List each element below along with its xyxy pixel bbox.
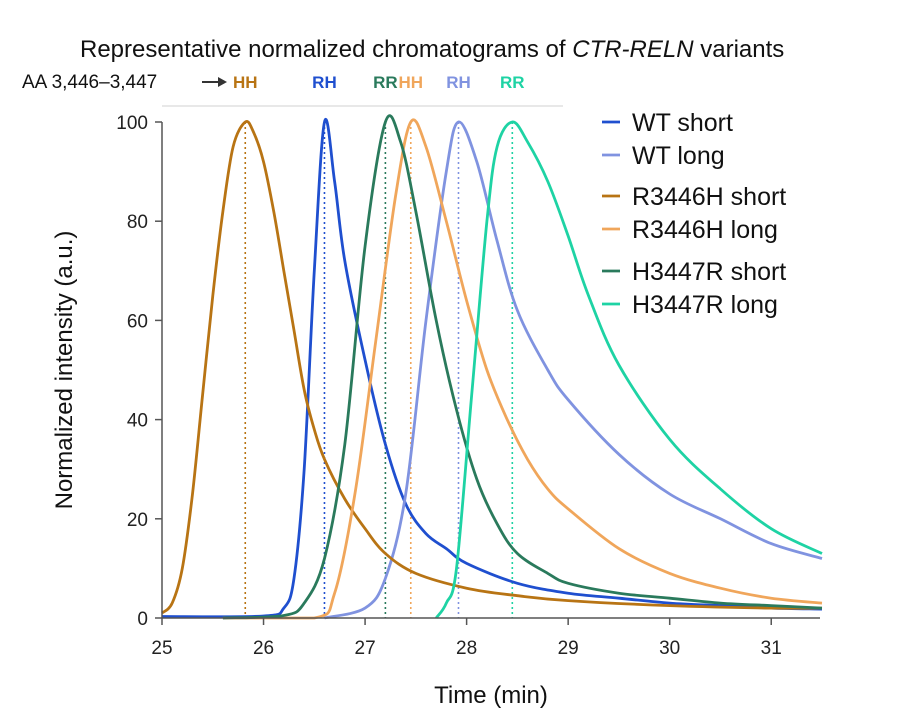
legend-label: R3446H short [632,183,786,211]
x-tick-label: 25 [151,638,172,659]
y-ticks: 0 20 40 60 80 100 [116,113,162,630]
variant-label: RR [500,73,525,92]
series-line-r3446h-long [222,118,823,620]
variant-label: HH [233,73,258,92]
legend-label: R3446H long [632,216,778,244]
series-line-wt-short [161,118,823,619]
y-tick-label: 60 [127,311,148,332]
aa-arrow-icon [202,77,227,87]
x-ticks: 25 26 27 28 29 30 31 [151,618,782,659]
legend-label: H3447R long [632,291,778,319]
y-tick-label: 80 [127,212,148,233]
series-line-r3446h-short [161,120,823,615]
x-axis-title: Time (min) [434,682,548,709]
series-line-h3447r-short [222,114,823,620]
y-axis-title: Normalized intensity (a.u.) [51,231,78,510]
axes [161,122,820,619]
x-tick-label: 29 [558,638,579,659]
y-tick-label: 100 [116,113,148,134]
legend-label: WT long [632,142,725,170]
chart-title: Representative normalized chromatograms … [80,36,784,63]
x-tick-label: 30 [659,638,680,659]
variant-label: HH [398,73,423,92]
x-tick-label: 27 [355,638,376,659]
series-line-h3447r-long [435,120,823,619]
y-tick-label: 20 [127,510,148,531]
y-tick-label: 0 [137,609,148,630]
legend-label: H3447R short [632,258,786,286]
aa-label: AA 3,446–3,447 [22,72,157,93]
y-tick-label: 40 [127,411,148,432]
variant-label: RR [373,73,398,92]
x-tick-label: 31 [761,638,782,659]
variant-label: RH [312,73,337,92]
x-tick-label: 26 [253,638,274,659]
x-tick-label: 28 [456,638,477,659]
peak-markers [244,122,514,618]
legend-label: WT short [632,109,733,137]
variant-label: RH [446,73,471,92]
series-curves [161,114,823,620]
legend: WT short WT long R3446H short R3446H long H3… [602,109,786,319]
